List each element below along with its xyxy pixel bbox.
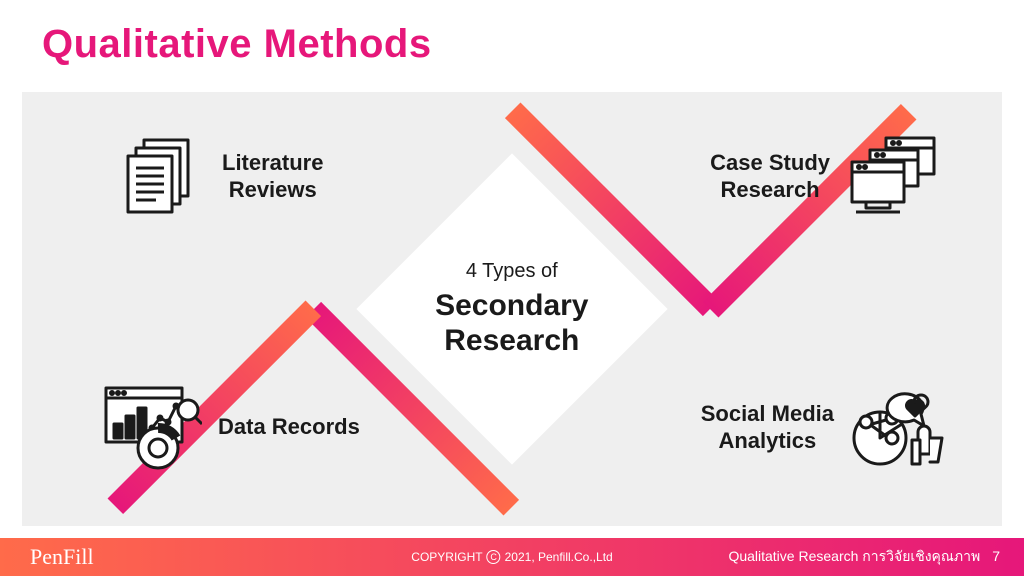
- item-label: Social Media Analytics: [701, 400, 834, 455]
- diamond-main-l1: Secondary: [435, 289, 588, 322]
- item-social-media: Social Media Analytics: [701, 382, 950, 472]
- item-literature-reviews: Literature Reviews: [122, 134, 323, 218]
- brand-logo: PenFill: [30, 544, 94, 570]
- copyright: COPYRIGHT C 2021, Penfill.Co.,Ltd: [411, 550, 612, 564]
- item-label: Literature Reviews: [222, 149, 323, 204]
- main-area: 4 Types of Secondary Research: [22, 92, 1002, 526]
- diamond-main-l2: Research: [444, 324, 579, 357]
- item-data-records: Data Records: [102, 382, 360, 472]
- slide-title: Qualitative Methods: [42, 22, 432, 67]
- page-number: 7: [992, 548, 1000, 564]
- social-share-icon: [850, 382, 950, 472]
- diamond-text: 4 Types of Secondary Research: [435, 260, 588, 358]
- item-label: Data Records: [218, 413, 360, 441]
- diamond-inner: 4 Types of Secondary Research: [356, 153, 667, 464]
- footer-right: Qualitative Research การวิจัยเชิงคุณภาพ …: [728, 546, 1000, 568]
- slide: Qualitative Methods 4 Types of Secondary…: [0, 0, 1024, 576]
- footer-bar: PenFill COPYRIGHT C 2021, Penfill.Co.,Lt…: [0, 538, 1024, 576]
- chart-data-icon: [102, 382, 202, 472]
- document-lines-icon: [122, 134, 206, 218]
- item-case-study: Case Study Research: [710, 134, 940, 218]
- windows-stack-icon: [846, 134, 940, 218]
- copyright-icon: C: [487, 550, 501, 564]
- item-label: Case Study Research: [710, 149, 830, 204]
- footer-topic: Qualitative Research การวิจัยเชิงคุณภาพ: [728, 546, 980, 568]
- diamond-main: Secondary Research: [435, 289, 588, 358]
- diamond-subtitle: 4 Types of: [435, 260, 588, 283]
